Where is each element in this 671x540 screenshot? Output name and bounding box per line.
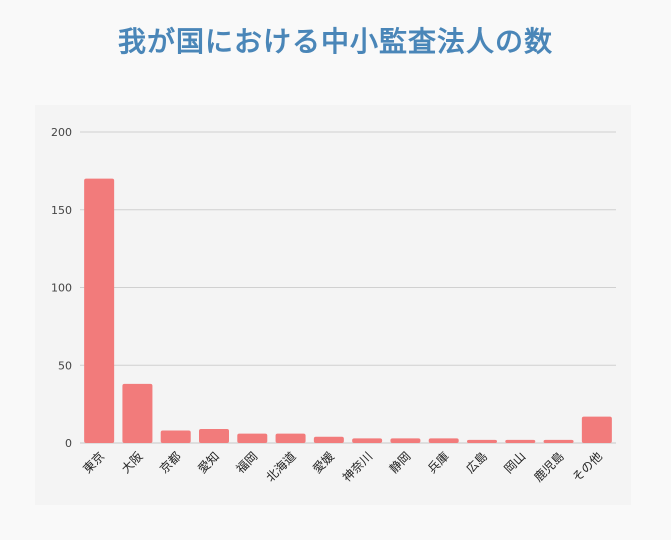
x-tick-label: 神奈川 (340, 449, 375, 484)
x-tick-label: 福岡 (233, 449, 261, 477)
y-tick-label: 200 (51, 126, 72, 139)
bar[interactable] (122, 383, 153, 443)
bar[interactable] (352, 438, 383, 443)
bar[interactable] (313, 436, 344, 443)
x-tick-label: その他 (570, 449, 605, 484)
chart-title: 我が国における中小監査法人の数 (117, 25, 553, 58)
y-tick-label: 50 (58, 359, 72, 372)
y-tick-label: 150 (51, 204, 72, 217)
bar[interactable] (581, 416, 612, 443)
bar[interactable] (390, 438, 421, 443)
x-tick-label: 鹿児島 (531, 449, 567, 485)
x-tick-label: 大阪 (119, 449, 146, 476)
bar[interactable] (428, 438, 459, 443)
x-tick-label: 兵庫 (425, 449, 452, 476)
bar[interactable] (505, 439, 536, 443)
x-tick-label: 岡山 (502, 449, 529, 476)
bar[interactable] (199, 429, 229, 443)
x-tick-label: 広島 (463, 449, 491, 477)
x-tick-label: 東京 (80, 449, 107, 476)
y-tick-label: 0 (65, 437, 72, 450)
bar[interactable] (84, 178, 115, 443)
bar[interactable] (467, 439, 497, 443)
x-tick-label: 愛知 (195, 449, 222, 476)
bar[interactable] (237, 433, 268, 443)
y-tick-label: 100 (51, 282, 72, 295)
x-tick-label: 京都 (157, 449, 184, 476)
x-tick-label: 愛媛 (310, 449, 337, 476)
x-tick-label: 北海道 (263, 449, 299, 485)
bar[interactable] (543, 439, 574, 443)
bar[interactable] (160, 430, 191, 443)
bar[interactable] (275, 433, 306, 443)
x-tick-label: 静岡 (387, 449, 414, 476)
